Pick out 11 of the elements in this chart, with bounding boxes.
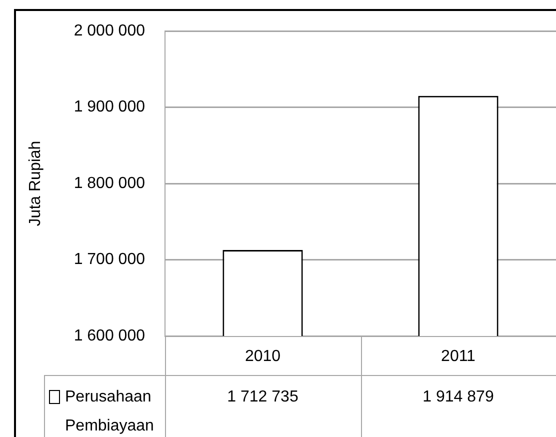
data-label: 1 914 879 (422, 388, 494, 406)
x-tick-label: 2011 (441, 348, 476, 366)
y-tick-label: 1 900 000 (74, 98, 146, 116)
text: Perusahaan Pembiayaan (65, 388, 154, 434)
y-tick-label: 2 000 000 (74, 22, 146, 40)
y-tick-label: 1 800 000 (74, 174, 146, 192)
y-tick-label: 1 600 000 (74, 327, 146, 344)
y-axis-title: Juta Rupiah (27, 140, 44, 226)
y-tick-label: 1 700 000 (74, 251, 146, 268)
data-label: 1 712 735 (227, 388, 298, 406)
x-tick-label: 2010 (244, 348, 281, 366)
